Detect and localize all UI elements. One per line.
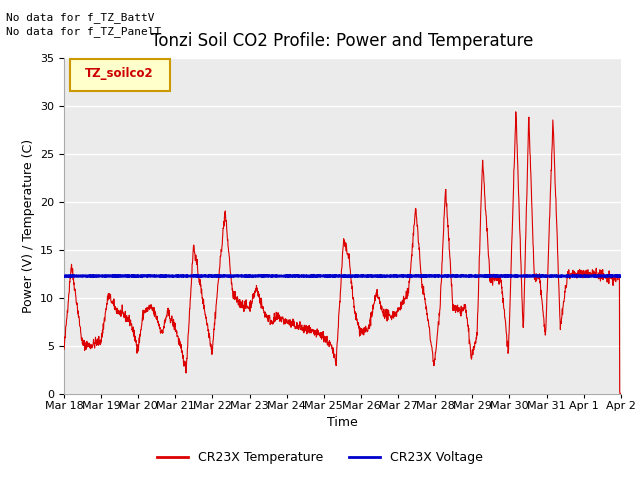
Y-axis label: Power (V) / Temperature (C): Power (V) / Temperature (C) [22, 139, 35, 312]
FancyBboxPatch shape [70, 60, 170, 91]
Text: TZ_soilco2: TZ_soilco2 [85, 67, 154, 80]
Text: No data for f_TZ_BattV: No data for f_TZ_BattV [6, 12, 155, 23]
Legend: CR23X Temperature, CR23X Voltage: CR23X Temperature, CR23X Voltage [152, 446, 488, 469]
Title: Tonzi Soil CO2 Profile: Power and Temperature: Tonzi Soil CO2 Profile: Power and Temper… [151, 33, 534, 50]
Text: No data for f_TZ_PanelT: No data for f_TZ_PanelT [6, 26, 162, 37]
X-axis label: Time: Time [327, 416, 358, 429]
